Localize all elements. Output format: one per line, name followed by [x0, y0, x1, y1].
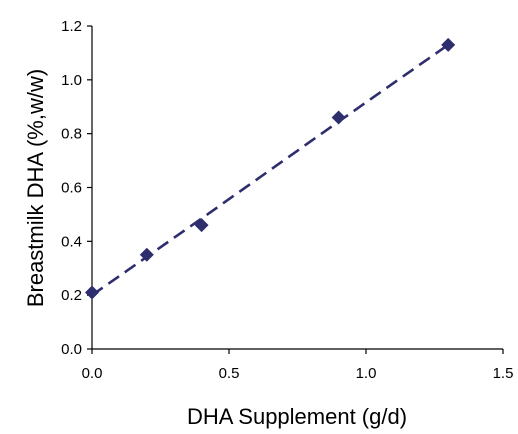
data-point-diamond [331, 110, 346, 125]
x-axis-title: DHA Supplement (g/d) [187, 404, 407, 429]
y-tick-label: 0.4 [61, 233, 82, 250]
y-axis-title: Breastmilk DHA (%,w/w) [23, 69, 48, 307]
y-tick-label: 0.6 [61, 180, 82, 197]
data-points [85, 37, 456, 300]
plot-area: 0.0 0.2 0.4 0.6 0.8 1.0 1.2 0.0 0.5 1.0 1.5 [61, 18, 513, 382]
data-point-diamond [194, 218, 209, 233]
x-tick-label: 1.5 [493, 365, 514, 382]
y-tick-label: 1.0 [61, 72, 82, 89]
y-tick-label: 0.0 [61, 341, 82, 358]
data-point-diamond [441, 37, 456, 52]
x-tick-label: 0.0 [82, 365, 103, 382]
y-tick-label: 0.8 [61, 126, 82, 143]
x-tick-label: 0.5 [219, 365, 240, 382]
y-ticks: 0.0 0.2 0.4 0.6 0.8 1.0 1.2 [61, 18, 92, 358]
x-tick-label: 1.0 [356, 365, 377, 382]
data-point-diamond [85, 285, 99, 300]
data-point-diamond [139, 247, 154, 262]
y-tick-label: 1.2 [61, 18, 82, 35]
y-tick-label: 0.2 [61, 287, 82, 304]
x-ticks: 0.0 0.5 1.0 1.5 [82, 349, 514, 382]
